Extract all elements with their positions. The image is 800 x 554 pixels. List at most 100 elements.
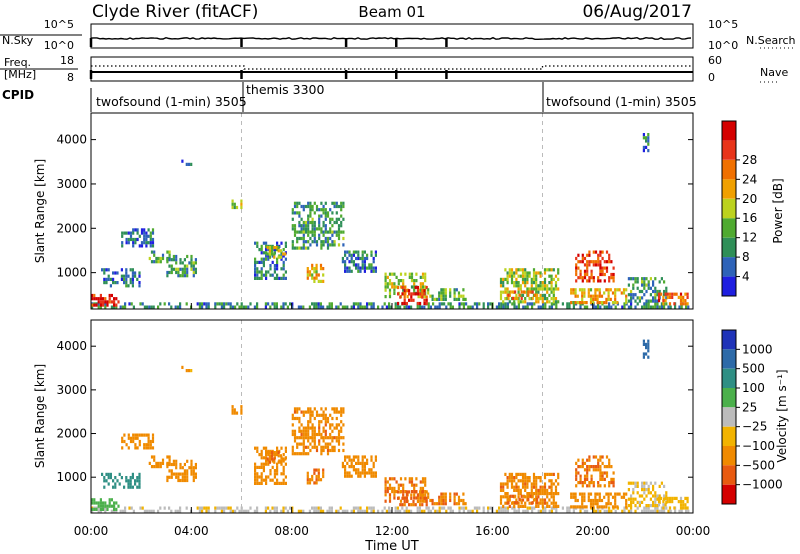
echo-cell bbox=[588, 481, 591, 485]
echo-cell bbox=[131, 274, 134, 278]
echo-cell bbox=[128, 302, 131, 306]
echo-cell bbox=[543, 482, 547, 486]
echo-cell bbox=[610, 260, 613, 264]
echo-cell bbox=[339, 302, 342, 306]
echo-cell bbox=[636, 491, 639, 495]
echo-cell bbox=[546, 287, 549, 291]
echo-cell bbox=[95, 297, 98, 301]
echo-cell bbox=[348, 269, 351, 273]
echo-cell bbox=[293, 432, 297, 437]
echo-cell bbox=[537, 504, 540, 508]
echo-cell bbox=[649, 293, 652, 297]
echo-cell bbox=[124, 509, 127, 513]
echo-cell bbox=[443, 506, 446, 510]
echo-cell bbox=[315, 481, 318, 485]
echo-cell bbox=[284, 446, 287, 450]
echo-cell bbox=[95, 507, 98, 511]
echo-cell bbox=[614, 505, 617, 509]
echo-cell bbox=[572, 305, 575, 309]
echo-cell bbox=[384, 272, 387, 276]
echo-cell bbox=[671, 292, 674, 296]
echo-cell bbox=[322, 474, 325, 479]
echo-cell bbox=[106, 303, 109, 307]
echo-cell bbox=[396, 305, 399, 309]
echo-cell bbox=[331, 439, 334, 443]
echo-cell bbox=[207, 302, 210, 306]
echo-cell bbox=[329, 227, 332, 231]
echo-cell bbox=[530, 284, 533, 288]
echo-cell bbox=[388, 483, 392, 487]
echo-cell bbox=[462, 294, 465, 298]
echo-cell bbox=[110, 305, 113, 309]
echo-cell bbox=[183, 264, 186, 268]
echo-cell bbox=[342, 236, 345, 241]
echo-cell bbox=[581, 502, 584, 506]
echo-cell bbox=[256, 475, 259, 479]
echo-cell bbox=[594, 455, 598, 459]
echo-cell bbox=[581, 481, 584, 485]
echo-cell bbox=[329, 442, 332, 446]
echo-cell bbox=[557, 300, 560, 304]
echo-cell bbox=[554, 488, 558, 492]
echo-cell bbox=[311, 227, 314, 231]
echo-cell bbox=[550, 277, 553, 281]
echo-cell bbox=[352, 458, 355, 462]
echo-cell bbox=[557, 472, 560, 476]
echo-cell bbox=[344, 474, 347, 478]
echo-cell bbox=[91, 305, 94, 309]
power-colorbar-label: Power [dB] bbox=[771, 178, 785, 243]
echo-cell bbox=[419, 282, 422, 286]
echo-cell bbox=[335, 220, 338, 225]
echo-cell bbox=[346, 269, 349, 273]
echo-cell bbox=[532, 281, 536, 285]
echo-cell bbox=[668, 295, 672, 299]
echo-cell bbox=[330, 506, 333, 510]
echo-cell bbox=[258, 248, 261, 252]
echo-cell bbox=[601, 474, 604, 478]
echo-cell bbox=[256, 449, 259, 453]
echo-cell bbox=[265, 449, 268, 453]
echo-cell bbox=[423, 289, 426, 293]
echo-cell bbox=[522, 509, 525, 513]
echo-cell bbox=[355, 266, 358, 270]
echo-cell bbox=[643, 506, 646, 510]
echo-cell bbox=[296, 452, 299, 456]
echo-cell bbox=[315, 445, 319, 449]
echo-cell bbox=[647, 484, 650, 488]
echo-cell bbox=[590, 477, 593, 481]
echo-cell bbox=[596, 505, 599, 509]
echo-cell bbox=[168, 506, 171, 510]
echo-cell bbox=[520, 290, 523, 294]
echo-cell bbox=[175, 267, 178, 271]
echo-cell bbox=[535, 485, 538, 489]
echo-cell bbox=[220, 509, 223, 513]
colorbar-swatch bbox=[722, 349, 736, 369]
echo-cell bbox=[306, 478, 309, 482]
echo-cell bbox=[205, 509, 208, 513]
echo-cell bbox=[596, 498, 599, 503]
echo-cell bbox=[543, 293, 547, 297]
echo-cell bbox=[131, 277, 134, 281]
echo-cell bbox=[572, 288, 575, 292]
echo-cell bbox=[231, 405, 234, 409]
echo-cell bbox=[104, 297, 107, 301]
echo-cell bbox=[647, 280, 650, 284]
echo-cell bbox=[597, 253, 600, 257]
echo-cell bbox=[329, 448, 332, 453]
echo-cell bbox=[355, 471, 358, 475]
echo-cell bbox=[363, 266, 366, 270]
echo-cell bbox=[337, 230, 341, 234]
echo-cell bbox=[530, 281, 533, 285]
echo-cell bbox=[120, 476, 123, 480]
echo-cell bbox=[357, 250, 360, 254]
echo-cell bbox=[150, 305, 153, 309]
echo-cell bbox=[625, 492, 628, 496]
echo-cell bbox=[291, 246, 294, 250]
echo-cell bbox=[307, 429, 310, 433]
echo-cell bbox=[620, 495, 623, 499]
echo-cell bbox=[138, 234, 141, 238]
echo-cell bbox=[296, 230, 299, 234]
echo-cell bbox=[123, 281, 126, 285]
echo-cell bbox=[521, 472, 525, 476]
echo-cell bbox=[302, 236, 305, 241]
